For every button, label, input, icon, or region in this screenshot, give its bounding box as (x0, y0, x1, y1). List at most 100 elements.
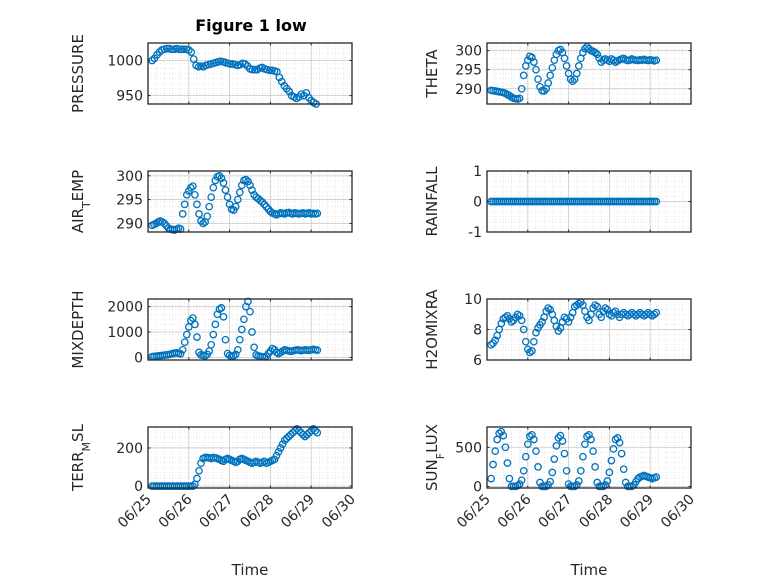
data-point (528, 430, 536, 439)
data-point (515, 94, 524, 103)
data-point (519, 325, 528, 334)
y-tick-label: 500 (455, 440, 482, 456)
data-point (652, 308, 661, 317)
y-tick-label: 10 (464, 292, 482, 308)
data-point (574, 62, 583, 70)
data-point (652, 56, 661, 65)
data-point (235, 188, 244, 197)
data-point (609, 308, 618, 317)
y-tick-label: 0 (134, 479, 143, 495)
data-point (487, 340, 495, 349)
data-point (528, 53, 536, 62)
data-point (495, 429, 504, 438)
data-point (507, 318, 516, 326)
y-tick-label: 290 (116, 216, 143, 232)
data-point (217, 304, 226, 312)
data-point (552, 441, 561, 450)
data-point (272, 451, 281, 460)
data-point (501, 313, 510, 322)
data-point (566, 75, 575, 84)
data-point (540, 87, 548, 95)
data-point (293, 425, 301, 433)
data-point (491, 447, 500, 456)
data-point (536, 478, 544, 487)
y-label-main: SUN (423, 459, 441, 491)
data-point (528, 347, 536, 355)
data-point (517, 84, 526, 93)
data-point (215, 171, 224, 180)
data-point (180, 200, 189, 209)
data-point (219, 312, 228, 321)
y-tick-label: 1 (473, 164, 482, 180)
data-point (175, 45, 183, 54)
data-point (534, 75, 542, 84)
data-point (513, 481, 522, 490)
data-point (286, 430, 295, 439)
data-point (609, 445, 618, 453)
data-point (617, 449, 626, 458)
y-label-subscript: M (80, 442, 93, 452)
data-point (246, 307, 254, 316)
data-point (530, 337, 538, 346)
x-tick-label: 06/28 (576, 492, 616, 532)
data-point (523, 440, 532, 449)
data-point (593, 302, 602, 311)
data-point (233, 195, 242, 204)
data-point (546, 305, 555, 314)
data-point (231, 350, 240, 359)
x-tick-label: 06/25 (115, 492, 155, 532)
series-markers (487, 427, 661, 491)
data-point (652, 473, 661, 481)
data-point (207, 340, 216, 349)
data-point (260, 200, 269, 209)
data-point (248, 65, 257, 74)
data-point (203, 212, 212, 221)
data-point (593, 50, 602, 59)
y-axis-label: RAINFALL (423, 166, 441, 237)
series-markers (148, 44, 320, 108)
subplot-8: 0 500 06/25 06/26 06/27 06/28 06/29 06/30 Time SU… (423, 424, 698, 579)
data-point (603, 305, 612, 314)
data-point (223, 193, 232, 202)
y-axis-label: THETA (423, 49, 441, 99)
y-label-tail: SL (69, 423, 87, 442)
data-point (487, 474, 495, 483)
axes-frame (147, 298, 353, 361)
subplot-2: 290 295 300 THETA (423, 42, 692, 105)
data-point (193, 474, 201, 483)
data-point (219, 179, 228, 187)
y-axis-label: AIRTEMP (69, 170, 93, 233)
y-axis-label: H2OMIXRA (423, 289, 441, 370)
data-point (491, 336, 500, 345)
data-point (193, 200, 201, 209)
data-point (180, 338, 189, 347)
data-point (176, 350, 185, 358)
x-tick-label: 06/26 (156, 491, 196, 531)
data-point (313, 346, 322, 354)
data-point (221, 186, 230, 194)
data-point (182, 190, 191, 199)
data-point (229, 352, 238, 360)
data-point (265, 66, 274, 75)
x-tick-label: 06/30 (658, 492, 698, 532)
y-tick-label: 1000 (107, 54, 143, 70)
y-tick-label: 300 (116, 169, 143, 185)
data-point (233, 345, 242, 354)
data-point (579, 48, 587, 57)
data-point (552, 322, 561, 331)
x-tick-label: 06/26 (495, 491, 535, 531)
data-point (195, 210, 203, 218)
data-point (248, 328, 256, 336)
data-point (558, 437, 567, 445)
data-point (515, 311, 524, 320)
data-point (207, 193, 216, 202)
data-point (613, 434, 622, 442)
axes-frame (486, 42, 692, 105)
subplot-6: 6 8 10 H2OMIXRA (423, 289, 692, 370)
data-point (489, 460, 497, 469)
data-point (519, 466, 528, 475)
data-point (542, 482, 551, 491)
data-point (242, 175, 250, 184)
x-axis-label: Time (231, 561, 269, 579)
